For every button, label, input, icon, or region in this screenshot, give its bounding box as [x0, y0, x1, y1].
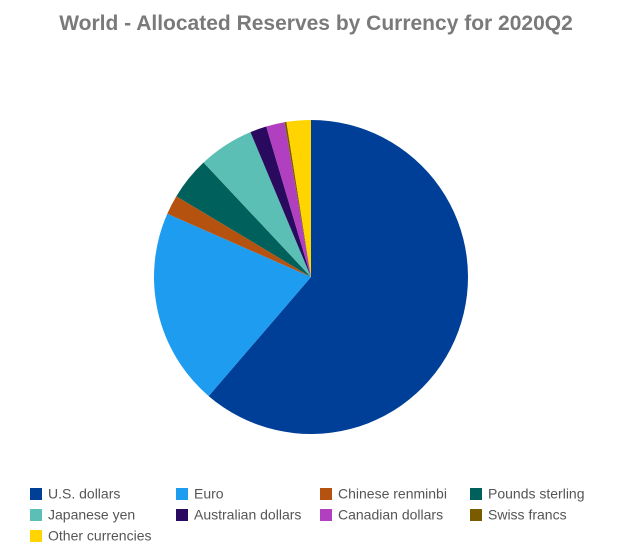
- legend-label[interactable]: Pounds sterling: [488, 486, 585, 502]
- pie-slice: [167, 196, 311, 277]
- legend-label[interactable]: Canadian dollars: [338, 507, 443, 523]
- pie: [153, 120, 468, 435]
- pie-slice: [153, 213, 311, 397]
- chart-title: World - Allocated Reserves by Currency f…: [59, 12, 573, 35]
- legend-label[interactable]: Swiss francs: [488, 507, 567, 523]
- pie-slice: [284, 121, 311, 278]
- pie-slice: [286, 120, 311, 277]
- legend: U.S. dollars Euro Chinese renminbi Pounds s…: [30, 486, 585, 544]
- legend-label[interactable]: Other currencies: [48, 528, 151, 544]
- legend-swatch[interactable]: [30, 530, 42, 542]
- pie-slice: [266, 122, 311, 277]
- pie-slice: [250, 126, 311, 277]
- legend-swatch[interactable]: [176, 509, 188, 521]
- legend-label[interactable]: Euro: [194, 486, 224, 502]
- legend-swatch[interactable]: [470, 488, 482, 500]
- legend-label[interactable]: Chinese renminbi: [338, 486, 447, 502]
- legend-swatch[interactable]: [30, 488, 42, 500]
- legend-swatch[interactable]: [30, 509, 42, 521]
- legend-label[interactable]: Australian dollars: [194, 507, 301, 523]
- legend-label[interactable]: Japanese yen: [48, 507, 135, 523]
- pie-slice: [176, 162, 311, 277]
- legend-swatch[interactable]: [320, 488, 332, 500]
- legend-swatch[interactable]: [320, 509, 332, 521]
- legend-swatch[interactable]: [470, 509, 482, 521]
- pie-slice: [203, 132, 311, 277]
- pie-slice: [208, 120, 468, 435]
- legend-label[interactable]: U.S. dollars: [48, 486, 120, 502]
- legend-swatch[interactable]: [176, 488, 188, 500]
